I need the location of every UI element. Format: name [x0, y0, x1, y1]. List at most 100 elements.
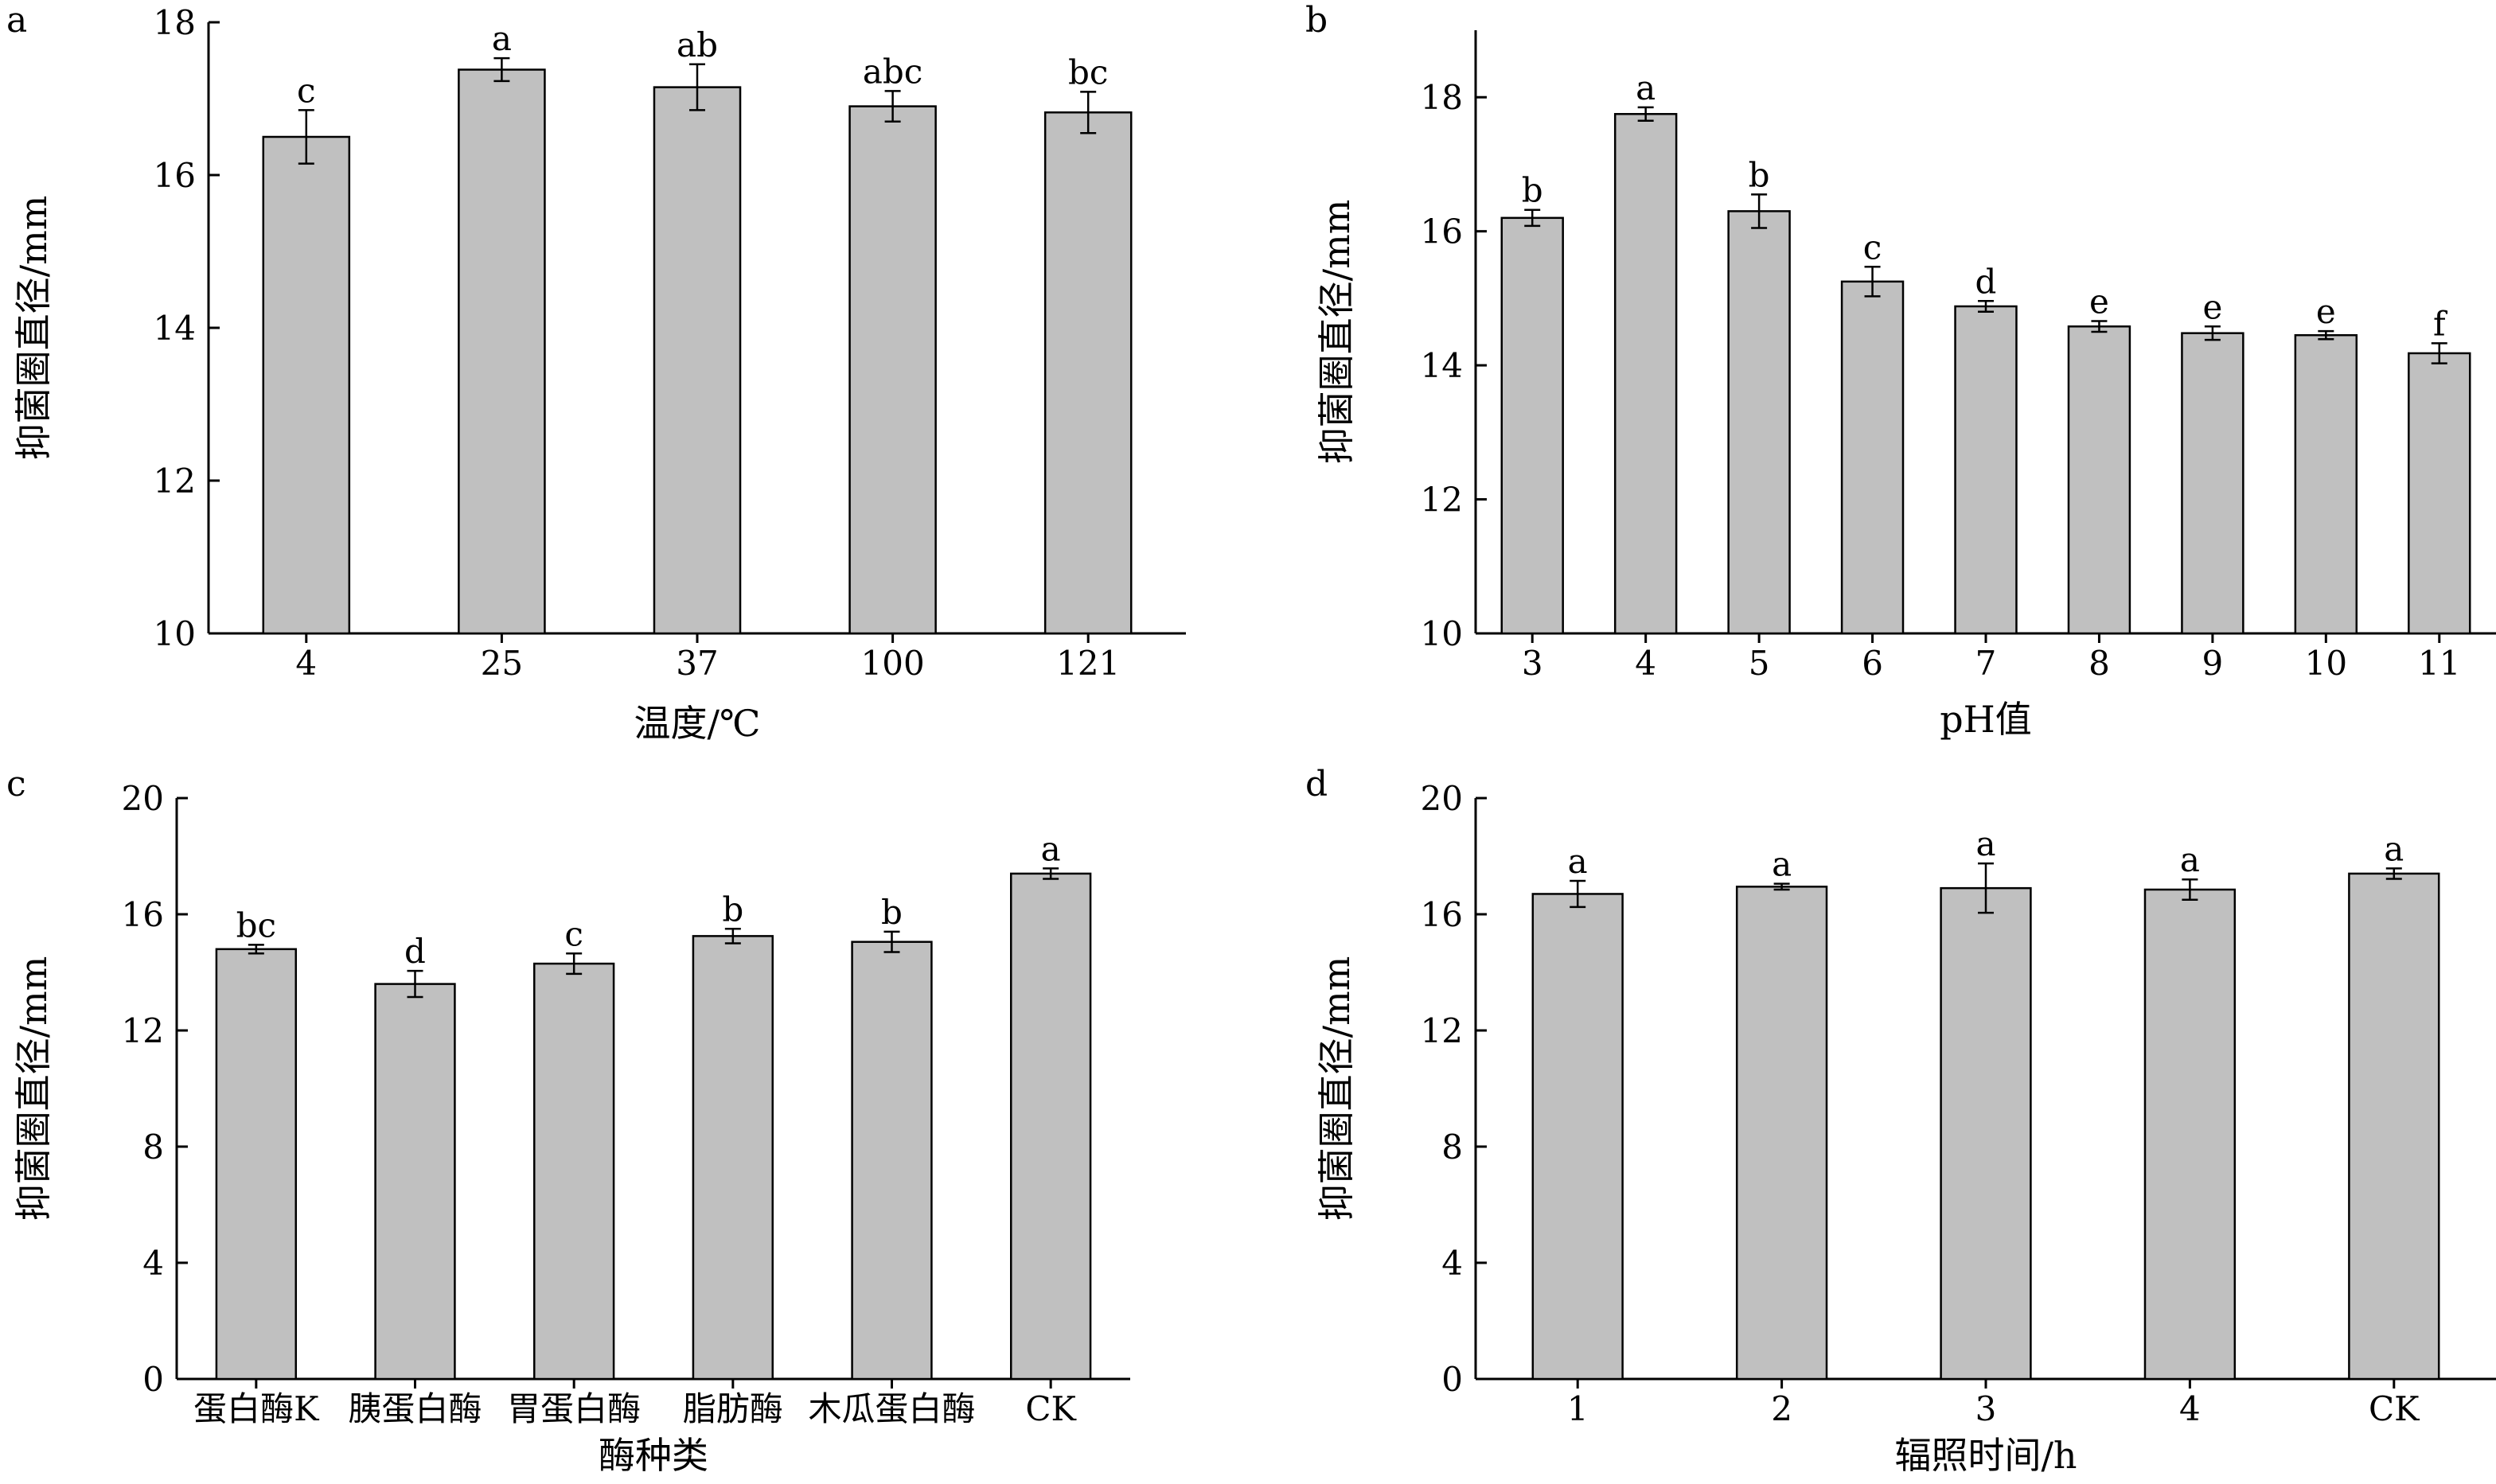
significance-letter: a — [1975, 824, 1995, 863]
y-tick-label: 4 — [1441, 1244, 1463, 1283]
y-tick-label: 8 — [1441, 1128, 1463, 1167]
x-axis-title: 酶种类 — [599, 1434, 708, 1477]
x-axis-title: 温度/℃ — [634, 702, 761, 745]
significance-letter: f — [2433, 304, 2448, 343]
significance-letter: bc — [236, 906, 276, 945]
chart-panel-b: b 10 12 14 16 18 b 3 a 4 b 5 c 6 d 7 e 8 e 9 e 10 f 11 pH值 抑菌圈直径/… — [1305, 0, 2496, 741]
bar — [216, 949, 296, 1379]
x-tick-label: 121 — [1056, 644, 1120, 683]
y-axis-title: 抑菌圈直径/mm — [1315, 956, 1358, 1221]
bar — [1737, 886, 1827, 1379]
significance-letter: d — [1975, 262, 1997, 301]
y-axis-title: 抑菌圈直径/mm — [12, 956, 55, 1221]
x-tick-label: CK — [1025, 1389, 1077, 1428]
significance-letter: c — [297, 71, 316, 110]
x-tick-label: 5 — [1749, 644, 1770, 683]
x-tick-label: 4 — [2179, 1389, 2201, 1428]
bar — [1729, 211, 1790, 633]
significance-letter: a — [1772, 845, 1792, 884]
figure: a1012141618c4a25ab37abc100bc121温度/℃抑菌圈直径… — [0, 0, 2496, 1484]
significance-letter: a — [1636, 68, 1656, 107]
bar — [534, 964, 614, 1379]
bar — [2145, 890, 2235, 1379]
bar — [458, 70, 544, 633]
x-tick-label: 胃蛋白酶 — [507, 1389, 641, 1428]
bar — [2408, 353, 2470, 633]
x-tick-label: 11 — [2418, 644, 2460, 683]
significance-letter: ab — [677, 25, 718, 64]
y-tick-label: 12 — [154, 462, 196, 501]
bar — [693, 936, 773, 1379]
x-tick-label: 蛋白酶K — [193, 1389, 320, 1428]
bar — [1615, 114, 1676, 633]
x-tick-label: 10 — [2305, 644, 2347, 683]
x-tick-label: 3 — [1522, 644, 1543, 683]
y-tick-label: 12 — [1421, 1011, 1463, 1050]
y-tick-label: 16 — [1421, 212, 1463, 251]
y-axis-title: 抑菌圈直径/mm — [1315, 200, 1358, 465]
panel-label: a — [6, 0, 27, 41]
x-axis-title: pH值 — [1940, 698, 2032, 741]
x-tick-label: 100 — [861, 644, 925, 683]
significance-letter: b — [1749, 155, 1770, 194]
x-tick-label: 1 — [1567, 1389, 1589, 1428]
bar — [376, 984, 455, 1379]
y-tick-label: 4 — [142, 1244, 164, 1283]
x-axis-title: 辐照时间/h — [1894, 1434, 2077, 1477]
bar — [1842, 282, 1903, 633]
x-tick-label: CK — [2369, 1389, 2420, 1428]
y-tick-label: 12 — [122, 1011, 164, 1050]
bar — [852, 942, 932, 1379]
panel-label: d — [1305, 764, 1328, 804]
chart-panel-c: c 0 4 8 12 16 20 bc 蛋白酶K d 胰蛋白酶 c 胃蛋白酶 b 脂肪酶 b 木瓜蛋白酶 a CK 酶… — [6, 764, 1130, 1477]
chart-panel-a: a 10 12 14 16 18 c 4 a 25 ab 37 abc 100 bc 121 温度/℃ 抑菌圈直径… — [6, 0, 1186, 745]
significance-letter: c — [1863, 228, 1882, 267]
x-tick-label: 木瓜蛋白酶 — [808, 1389, 975, 1428]
significance-letter: d — [404, 932, 426, 971]
y-tick-label: 16 — [122, 895, 164, 934]
significance-letter: a — [492, 19, 512, 58]
panel-label: c — [6, 764, 26, 804]
significance-letter: a — [1568, 842, 1588, 881]
x-tick-label: 8 — [2088, 644, 2110, 683]
significance-letter: e — [2202, 287, 2222, 326]
y-tick-label: 10 — [1421, 614, 1463, 653]
x-tick-label: 2 — [1771, 1389, 1792, 1428]
bar — [654, 88, 740, 633]
bar — [1502, 218, 1563, 633]
significance-letter: bc — [1068, 53, 1108, 92]
x-tick-label: 25 — [481, 644, 523, 683]
y-axis-title: 抑菌圈直径/mm — [12, 196, 55, 461]
bar — [1533, 894, 1623, 1379]
bar — [1011, 874, 1090, 1379]
y-tick-label: 0 — [1441, 1360, 1463, 1399]
y-tick-label: 16 — [1421, 895, 1463, 934]
y-tick-label: 18 — [1421, 78, 1463, 117]
y-tick-label: 12 — [1421, 481, 1463, 520]
bar — [2295, 335, 2357, 633]
x-tick-label: 9 — [2202, 644, 2224, 683]
bar — [1045, 112, 1131, 633]
x-tick-label: 6 — [1862, 644, 1883, 683]
significance-letter: a — [2180, 840, 2200, 879]
significance-letter: b — [1522, 171, 1543, 210]
y-tick-label: 8 — [142, 1128, 164, 1167]
y-tick-label: 16 — [154, 156, 196, 195]
significance-letter: abc — [863, 52, 922, 91]
significance-letter: c — [564, 914, 583, 953]
bar — [850, 107, 936, 633]
x-tick-label: 37 — [676, 644, 718, 683]
bar — [1941, 888, 2031, 1379]
x-tick-label: 脂肪酶 — [683, 1389, 783, 1428]
y-tick-label: 14 — [154, 309, 196, 348]
bar — [2349, 874, 2439, 1379]
y-tick-label: 18 — [154, 3, 196, 42]
significance-letter: e — [2089, 282, 2109, 321]
chart-panel-d: d 0 4 8 12 16 20 a 1 a 2 a 3 a 4 a CK 辐照时间/h 抑菌圈直径/mm — [1305, 764, 2496, 1477]
x-tick-label: 3 — [1975, 1389, 1997, 1428]
significance-letter: a — [1041, 829, 1061, 868]
x-tick-label: 胰蛋白酶 — [348, 1389, 482, 1428]
significance-letter: b — [722, 890, 743, 929]
significance-letter: b — [881, 893, 903, 932]
x-tick-label: 4 — [1635, 644, 1656, 683]
